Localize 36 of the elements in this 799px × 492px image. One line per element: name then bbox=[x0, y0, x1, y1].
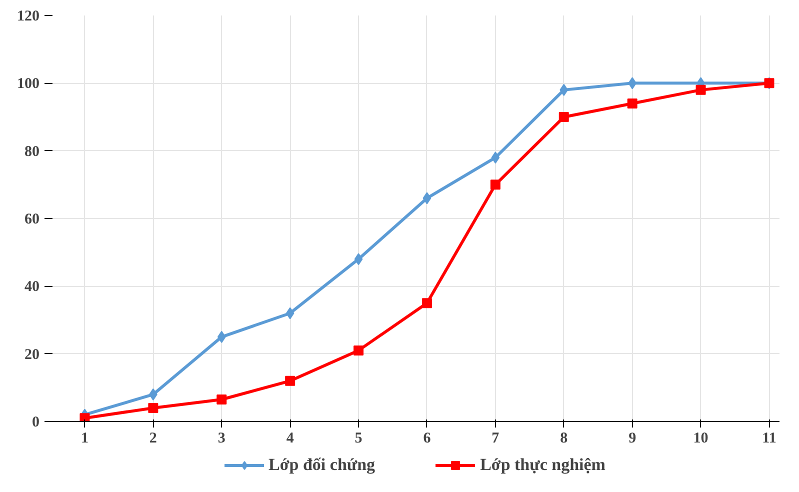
y-tick-label: 120 bbox=[17, 8, 40, 24]
point bbox=[285, 376, 296, 386]
y-tick-label: 80 bbox=[24, 144, 40, 160]
point bbox=[80, 413, 90, 422]
legend-label: Lớp đối chứng bbox=[268, 455, 376, 475]
point bbox=[696, 84, 706, 95]
point bbox=[491, 152, 500, 164]
y-tick-label: 40 bbox=[24, 279, 40, 296]
point bbox=[216, 394, 227, 405]
x-tick-label: 9 bbox=[628, 430, 636, 446]
x-tick-label: 7 bbox=[492, 430, 500, 446]
x-tick-label: 10 bbox=[693, 430, 708, 446]
y-tick-label: 20 bbox=[24, 346, 40, 363]
point bbox=[422, 192, 432, 204]
point bbox=[422, 298, 432, 308]
x-tick-label: 6 bbox=[423, 430, 432, 446]
x-tick-label: 2 bbox=[149, 430, 157, 446]
point bbox=[560, 84, 568, 96]
point bbox=[286, 307, 294, 320]
x-tick-label: 3 bbox=[218, 430, 226, 446]
legend-label: Lớp thực nghiệm bbox=[480, 455, 606, 475]
x-tick-label: 4 bbox=[286, 430, 294, 446]
point bbox=[354, 345, 364, 356]
x-tick-label: 5 bbox=[354, 430, 362, 446]
y-tick-label: 60 bbox=[24, 212, 40, 228]
point bbox=[558, 112, 569, 122]
point bbox=[217, 330, 226, 343]
x-tick-label: 11 bbox=[762, 430, 776, 446]
x-tick-label: 1 bbox=[80, 430, 88, 446]
y-tick-label: 100 bbox=[17, 76, 40, 92]
x-tick-label: 8 bbox=[560, 430, 568, 446]
point bbox=[354, 253, 363, 266]
point bbox=[627, 98, 638, 108]
point bbox=[148, 402, 158, 413]
point bbox=[490, 180, 500, 190]
y-tick-label: 0 bbox=[32, 414, 40, 430]
